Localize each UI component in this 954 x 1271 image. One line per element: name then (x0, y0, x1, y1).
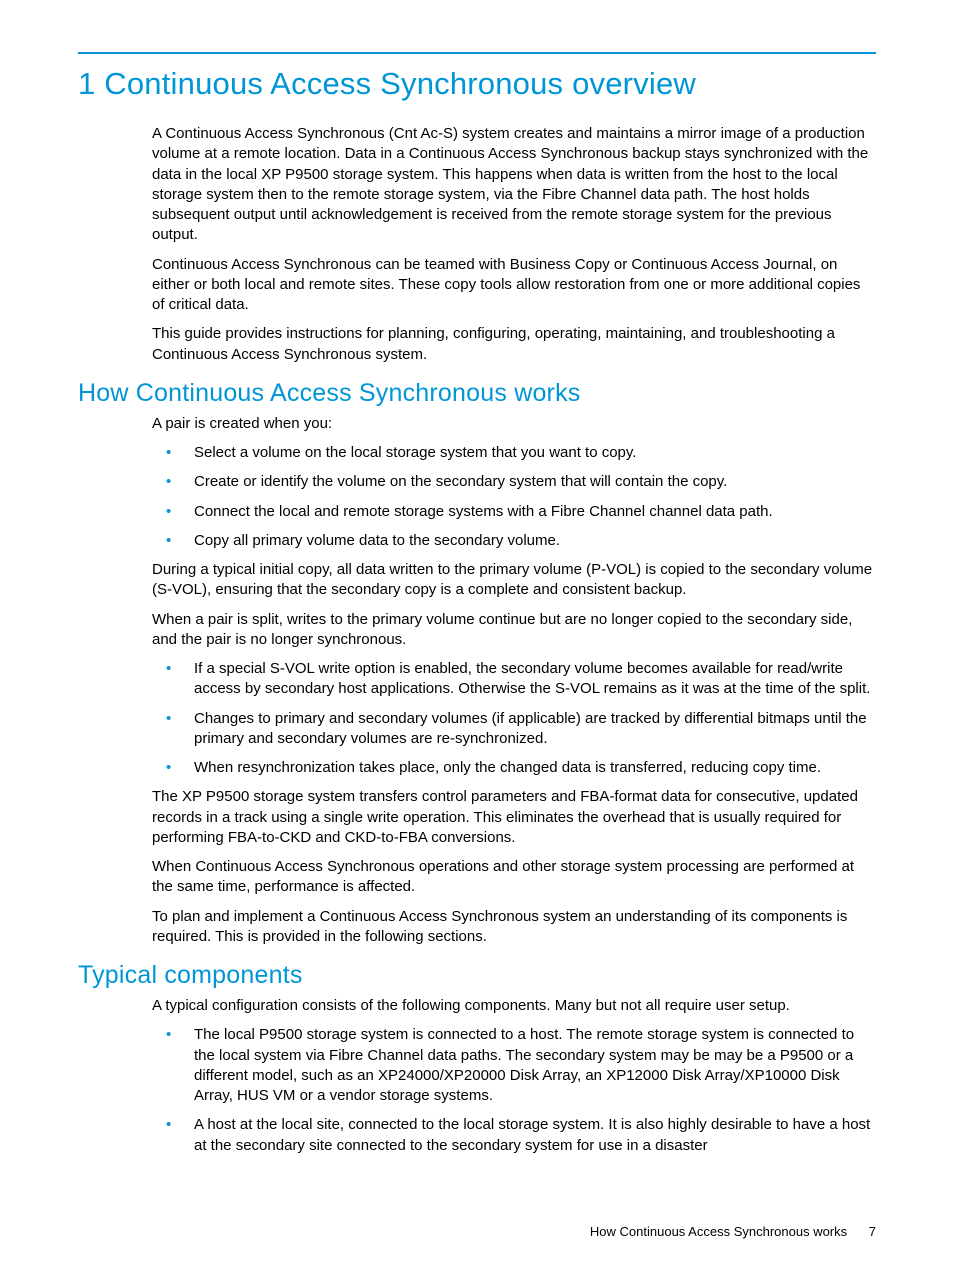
components-lead: A typical configuration consists of the … (152, 996, 876, 1016)
intro-paragraph-3: This guide provides instructions for pla… (152, 324, 876, 365)
list-item: A host at the local site, connected to t… (152, 1115, 876, 1156)
chapter-title: 1 Continuous Access Synchronous overview (78, 66, 876, 102)
top-rule (78, 52, 876, 54)
page-number: 7 (869, 1224, 876, 1239)
how-list-1: Select a volume on the local storage sys… (152, 443, 876, 551)
list-item: Changes to primary and secondary volumes… (152, 709, 876, 750)
how-paragraph-split: When a pair is split, writes to the prim… (152, 610, 876, 651)
how-paragraph-plan: To plan and implement a Continuous Acces… (152, 907, 876, 948)
list-item: If a special S-VOL write option is enabl… (152, 659, 876, 700)
page-footer: How Continuous Access Synchronous works … (590, 1224, 876, 1239)
list-item: When resynchronization takes place, only… (152, 758, 876, 778)
how-paragraph-performance: When Continuous Access Synchronous opera… (152, 857, 876, 898)
list-item: Select a volume on the local storage sys… (152, 443, 876, 463)
section-title-how-it-works: How Continuous Access Synchronous works (78, 379, 876, 408)
list-item: Create or identify the volume on the sec… (152, 472, 876, 492)
section-title-typical-components: Typical components (78, 961, 876, 990)
list-item: The local P9500 storage system is connec… (152, 1025, 876, 1106)
how-lead: A pair is created when you: (152, 414, 876, 434)
intro-paragraph-2: Continuous Access Synchronous can be tea… (152, 255, 876, 316)
components-list: The local P9500 storage system is connec… (152, 1025, 876, 1156)
intro-paragraph-1: A Continuous Access Synchronous (Cnt Ac-… (152, 124, 876, 246)
list-item: Connect the local and remote storage sys… (152, 502, 876, 522)
running-title: How Continuous Access Synchronous works (590, 1224, 847, 1239)
how-paragraph-initial-copy: During a typical initial copy, all data … (152, 560, 876, 601)
how-paragraph-fba: The XP P9500 storage system transfers co… (152, 787, 876, 848)
how-list-2: If a special S-VOL write option is enabl… (152, 659, 876, 778)
list-item: Copy all primary volume data to the seco… (152, 531, 876, 551)
